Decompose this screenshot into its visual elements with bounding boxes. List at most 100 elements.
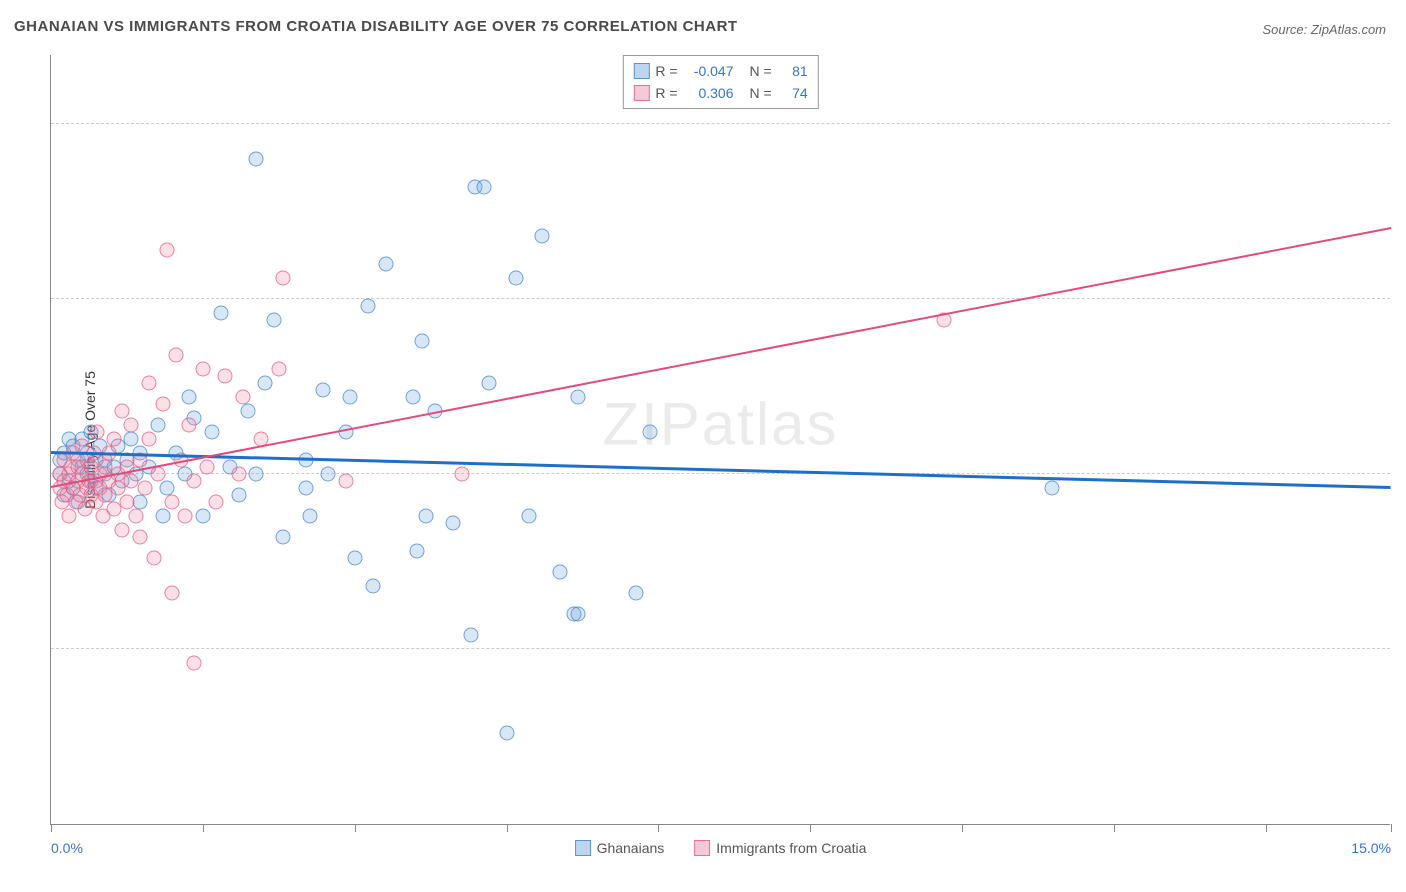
scatter-point: [379, 257, 394, 272]
scatter-point: [629, 586, 644, 601]
scatter-point: [249, 467, 264, 482]
chart-plot-area: Disability Age Over 75 ZIPatlas 25.0%50.…: [50, 55, 1390, 825]
stat-r-value-b: 0.306: [684, 82, 734, 104]
scatter-point: [151, 418, 166, 433]
scatter-point: [249, 152, 264, 167]
scatter-point: [133, 495, 148, 510]
scatter-point: [186, 474, 201, 489]
stat-n-value-b: 74: [778, 82, 808, 104]
scatter-point: [186, 656, 201, 671]
scatter-point: [271, 362, 286, 377]
source-attribution: Source: ZipAtlas.com: [1262, 22, 1386, 37]
chart-title: GHANAIAN VS IMMIGRANTS FROM CROATIA DISA…: [14, 18, 738, 35]
scatter-point: [343, 390, 358, 405]
scatter-point: [414, 334, 429, 349]
scatter-point: [361, 299, 376, 314]
stats-row-series-b: R = 0.306 N = 74: [633, 82, 807, 104]
scatter-point: [320, 467, 335, 482]
scatter-point: [164, 495, 179, 510]
scatter-point: [419, 509, 434, 524]
legend-item-b: Immigrants from Croatia: [694, 840, 866, 856]
legend-label-b: Immigrants from Croatia: [716, 840, 866, 856]
scatter-point: [195, 362, 210, 377]
scatter-point: [231, 488, 246, 503]
scatter-point: [463, 628, 478, 643]
scatter-point: [155, 509, 170, 524]
scatter-point: [106, 432, 121, 447]
trend-line: [51, 227, 1391, 488]
legend-swatch-b: [694, 840, 710, 856]
x-tick-label: 15.0%: [1351, 840, 1391, 856]
scatter-point: [124, 418, 139, 433]
scatter-point: [218, 369, 233, 384]
scatter-point: [155, 397, 170, 412]
stats-legend-box: R = -0.047 N = 81 R = 0.306 N = 74: [622, 55, 818, 109]
scatter-point: [499, 726, 514, 741]
scatter-point: [236, 390, 251, 405]
scatter-point: [204, 425, 219, 440]
scatter-point: [142, 376, 157, 391]
scatter-point: [410, 544, 425, 559]
stat-r-label: R =: [655, 60, 677, 82]
scatter-point: [195, 509, 210, 524]
legend-swatch-a: [575, 840, 591, 856]
scatter-point: [164, 586, 179, 601]
scatter-point: [446, 516, 461, 531]
scatter-point: [213, 306, 228, 321]
scatter-point: [365, 579, 380, 594]
stat-n-label: N =: [750, 82, 772, 104]
scatter-point: [240, 404, 255, 419]
scatter-point: [508, 271, 523, 286]
scatter-point: [535, 229, 550, 244]
scatter-point: [267, 313, 282, 328]
scatter-point: [477, 180, 492, 195]
scatter-point: [90, 425, 105, 440]
scatter-point: [151, 467, 166, 482]
swatch-series-a: [633, 63, 649, 79]
scatter-point: [160, 481, 175, 496]
scatter-point: [182, 418, 197, 433]
scatter-point: [115, 523, 130, 538]
scatter-point: [146, 551, 161, 566]
scatter-point: [169, 348, 184, 363]
legend-label-a: Ghanaians: [597, 840, 665, 856]
legend-item-a: Ghanaians: [575, 840, 665, 856]
scatter-point: [338, 474, 353, 489]
stats-row-series-a: R = -0.047 N = 81: [633, 60, 807, 82]
scatter-point: [481, 376, 496, 391]
scatter-point: [61, 509, 76, 524]
scatter-point: [276, 271, 291, 286]
watermark: ZIPatlas: [602, 390, 838, 459]
scatter-point: [133, 530, 148, 545]
scatter-point: [182, 390, 197, 405]
scatter-point: [316, 383, 331, 398]
scatter-point: [231, 467, 246, 482]
bottom-legend: Ghanaians Immigrants from Croatia: [575, 840, 867, 856]
scatter-point: [119, 495, 134, 510]
stat-n-label: N =: [750, 60, 772, 82]
scatter-point: [276, 530, 291, 545]
scatter-point: [128, 509, 143, 524]
scatter-point: [258, 376, 273, 391]
scatter-point: [303, 509, 318, 524]
x-tick-label: 0.0%: [51, 840, 83, 856]
scatter-point: [115, 404, 130, 419]
scatter-point: [298, 481, 313, 496]
scatter-point: [209, 495, 224, 510]
scatter-point: [160, 243, 175, 258]
stat-r-label: R =: [655, 82, 677, 104]
stat-r-value-a: -0.047: [684, 60, 734, 82]
scatter-point: [178, 509, 193, 524]
stat-n-value-a: 81: [778, 60, 808, 82]
scatter-point: [200, 460, 215, 475]
swatch-series-b: [633, 85, 649, 101]
scatter-point: [454, 467, 469, 482]
scatter-point: [642, 425, 657, 440]
scatter-point: [347, 551, 362, 566]
scatter-point: [137, 481, 152, 496]
scatter-point: [142, 432, 157, 447]
scatter-point: [571, 390, 586, 405]
scatter-point: [1044, 481, 1059, 496]
scatter-point: [124, 432, 139, 447]
scatter-point: [571, 607, 586, 622]
